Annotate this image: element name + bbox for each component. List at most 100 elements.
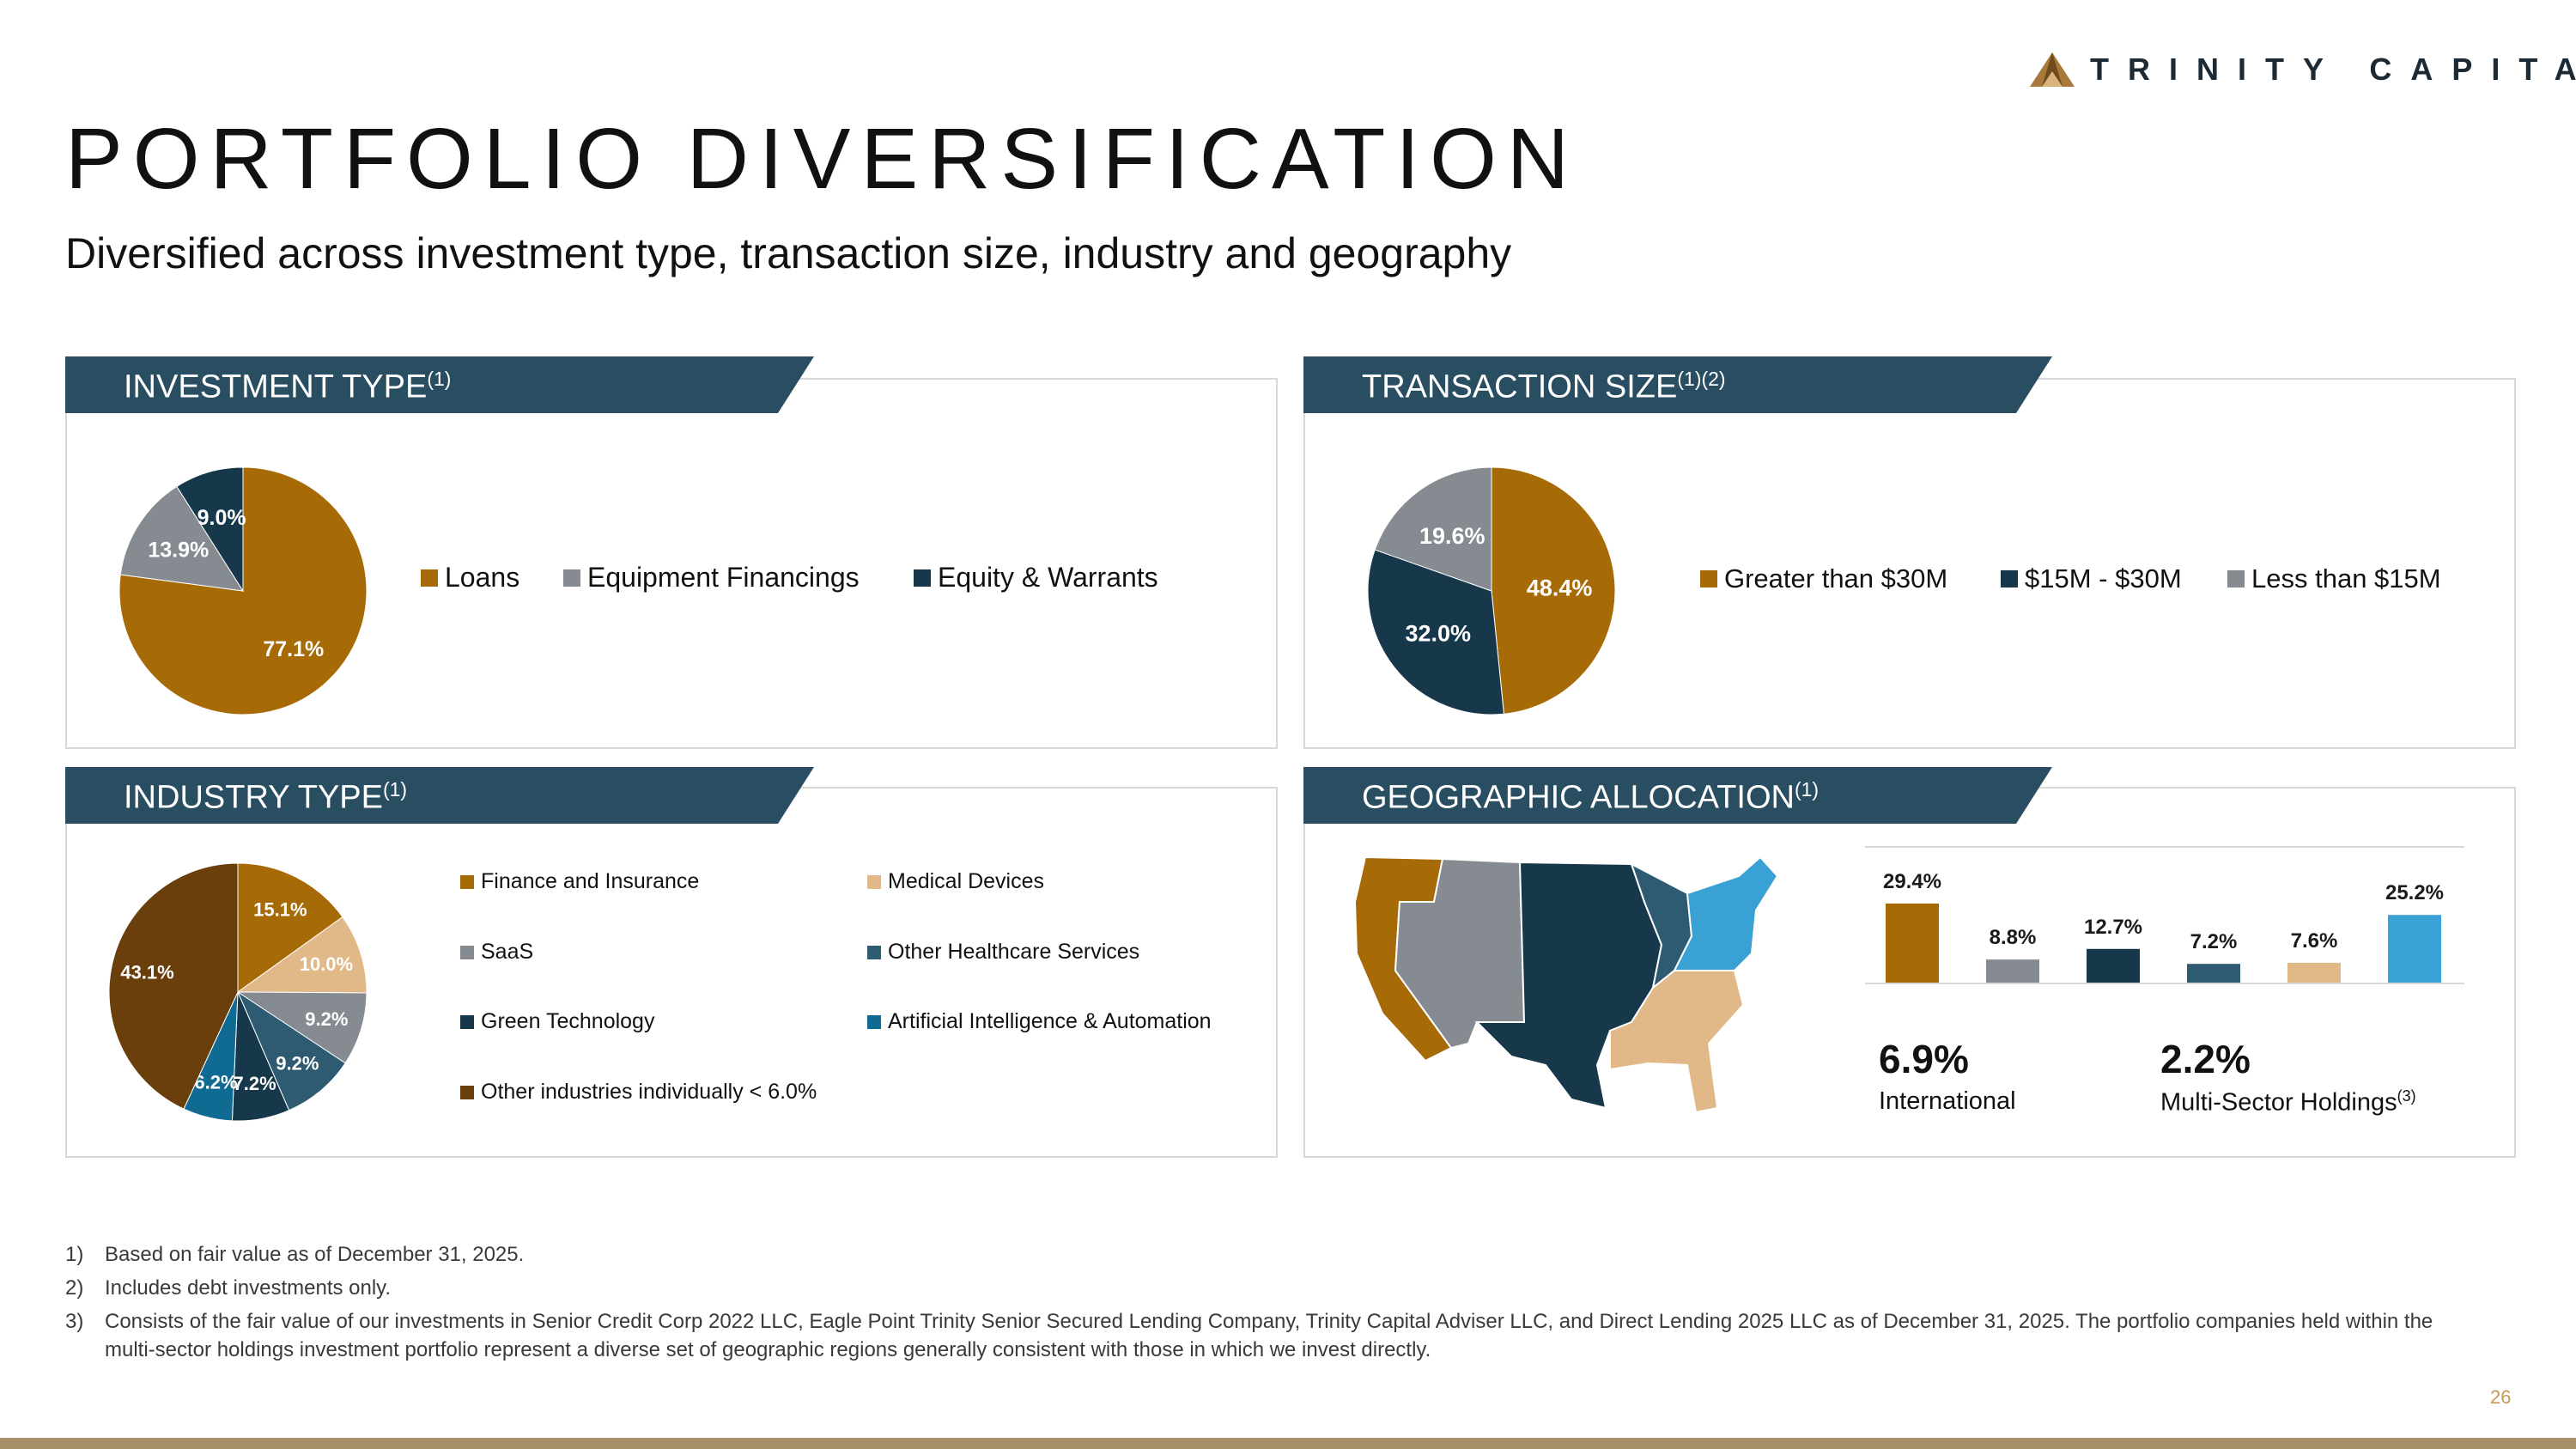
bar-data-label: 7.2%: [2190, 930, 2238, 953]
multi-sector-value: 2.2%: [2160, 1037, 2251, 1081]
pie-data-label: 9.2%: [276, 1052, 319, 1074]
international-label: International: [1879, 1087, 2016, 1115]
pie-data-label: 48.4%: [1527, 575, 1593, 600]
legend-label: Finance and Insurance: [481, 869, 700, 893]
legend-item: Medical Devices: [867, 869, 1044, 894]
legend-item: Finance and Insurance: [460, 869, 699, 894]
legend-label: Other Healthcare Services: [888, 940, 1140, 964]
legend-swatch: [460, 874, 474, 889]
footnote: 1) Based on fair value as of December 31,…: [65, 1243, 525, 1266]
legend-label: Artificial Intelligence & Automation: [888, 1009, 1212, 1033]
legend-item: $15M - $30M: [2001, 563, 2182, 594]
legend-swatch: [421, 569, 438, 587]
footnotes: 1) Based on fair value as of December 31,…: [65, 1240, 2487, 1369]
legend-label: Equity & Warrants: [938, 562, 1158, 593]
legend-label: Medical Devices: [888, 869, 1045, 893]
pie-data-label: 19.6%: [1419, 523, 1485, 549]
page-number: 26: [2490, 1386, 2512, 1408]
pie-slice: [236, 916, 368, 994]
pie-data-label: 6.2%: [194, 1072, 237, 1093]
legend-label: Loans: [445, 562, 520, 593]
pie-slice: [176, 466, 244, 593]
bar-data-label: 29.4%: [1883, 870, 1941, 893]
pie-slice: [119, 485, 244, 592]
brand-name: TRINITY CAPITAL: [2090, 52, 2576, 87]
pie-data-label: 32.0%: [1405, 620, 1471, 646]
legend-swatch: [867, 1014, 881, 1029]
pie-slice: [118, 466, 368, 715]
pie-data-label: 43.1%: [120, 961, 173, 983]
bar: [2388, 915, 2441, 983]
us-map: [1353, 855, 1779, 1114]
pie-data-label: 10.0%: [300, 953, 353, 975]
investment-type-pie: 77.1% 13.9% 9.0%: [118, 466, 368, 715]
bar: [1886, 903, 1939, 983]
bar-data-label: 25.2%: [2385, 881, 2444, 904]
pie-slice: [1491, 466, 1616, 715]
legend-item: SaaS: [460, 940, 533, 965]
geographic-allocation-banner: [1303, 767, 2052, 824]
trinity-logo-icon: [2030, 52, 2075, 87]
legend-swatch: [867, 874, 881, 889]
pie-data-label: 9.0%: [197, 506, 246, 530]
geographic-allocation-title: GEOGRAPHIC ALLOCATION(1): [1362, 778, 1820, 816]
legend-label: $15M - $30M: [2025, 563, 2182, 594]
industry-type-title: INDUSTRY TYPE(1): [124, 778, 408, 816]
bar: [1986, 959, 2039, 983]
pie-slice: [236, 990, 346, 1111]
multi-sector-label: Multi-Sector Holdings(3): [2160, 1087, 2416, 1117]
legend-label: Less than $15M: [2251, 563, 2441, 594]
legend-swatch: [867, 945, 881, 959]
transaction-size-banner: [1303, 356, 2052, 413]
pie-slice: [108, 862, 239, 1110]
pie-slice: [237, 862, 343, 993]
legend-item: Loans: [421, 562, 519, 594]
legend-item: Other industries individually < 6.0%: [460, 1080, 817, 1105]
transaction-size-pie: 48.4% 32.0% 19.6%: [1367, 466, 1616, 715]
industry-type-pie: 15.1%10.0%9.2%9.2%7.2%6.2%43.1%: [108, 862, 368, 1122]
pie-slice: [1374, 466, 1492, 592]
legend-swatch: [1700, 570, 1717, 588]
pie-data-label: 13.9%: [148, 539, 209, 563]
bar: [2087, 948, 2140, 983]
legend-item: Equity & Warrants: [914, 562, 1158, 594]
page-title: PORTFOLIO DIVERSIFICATION: [65, 111, 1580, 207]
bar-data-label: 7.6%: [2291, 929, 2338, 953]
pie-data-label: 15.1%: [253, 899, 307, 921]
pie-slice: [236, 991, 368, 1064]
legend-swatch: [2227, 570, 2245, 588]
legend-swatch: [460, 1014, 474, 1029]
legend-item: Equipment Financings: [563, 562, 860, 594]
bar-data-label: 8.8%: [1990, 926, 2037, 949]
legend-swatch: [914, 569, 931, 587]
transaction-size-title: TRANSACTION SIZE(1)(2): [1362, 368, 1726, 405]
industry-type-banner: [65, 767, 814, 824]
legend-item: Greater than $30M: [1700, 563, 1947, 594]
footnote: 2) Includes debt investments only.: [65, 1276, 392, 1300]
bar: [2187, 964, 2240, 983]
pie-slice: [1367, 549, 1504, 715]
legend-swatch: [460, 945, 474, 959]
pie-data-label: 7.2%: [233, 1073, 276, 1094]
geographic-allocation-bars: 29.4% 8.8% 12.7% 7.2% 7.6% 25.2%: [1865, 846, 2464, 984]
map-region-northeast: [1673, 855, 1779, 971]
legend-swatch: [563, 569, 580, 587]
legend-label: Greater than $30M: [1724, 563, 1948, 594]
investment-type-title: INVESTMENT TYPE(1): [124, 368, 452, 405]
legend-item: Less than $15M: [2227, 563, 2441, 594]
legend-label: SaaS: [481, 940, 534, 964]
bar-data-label: 12.7%: [2084, 916, 2142, 939]
legend-item: Other Healthcare Services: [867, 940, 1139, 965]
pie-data-label: 77.1%: [263, 637, 324, 661]
legend-label: Other industries individually < 6.0%: [481, 1080, 817, 1104]
legend-item: Artificial Intelligence & Automation: [867, 1009, 1212, 1034]
legend-swatch: [460, 1085, 474, 1099]
international-value: 6.9%: [1879, 1037, 1969, 1081]
footnote: 3) Consists of the fair value of our inve…: [65, 1310, 2433, 1361]
investment-type-banner: [65, 356, 814, 413]
legend-swatch: [2001, 570, 2018, 588]
bottom-bar: [0, 1438, 2576, 1449]
bar: [2287, 962, 2341, 983]
pie-data-label: 9.2%: [305, 1008, 348, 1030]
legend-label: Equipment Financings: [587, 562, 860, 593]
